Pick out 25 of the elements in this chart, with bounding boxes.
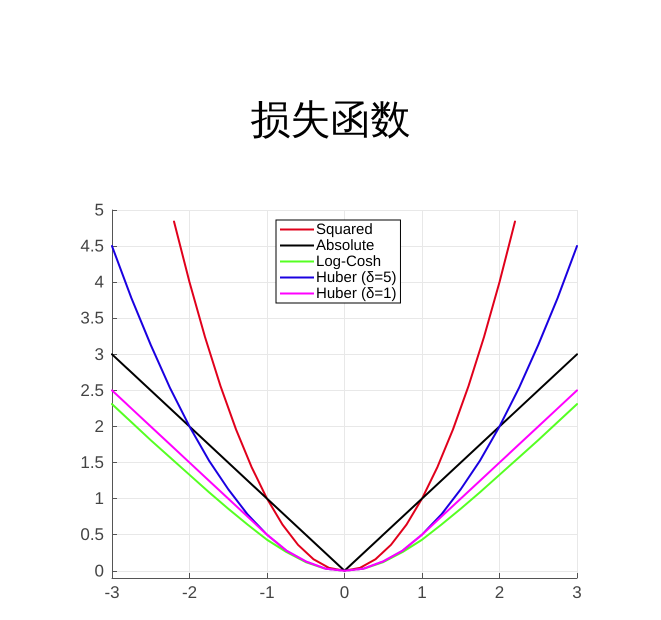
y-tick-label: 3 (94, 344, 104, 364)
chart-title: 损失函数 (250, 97, 410, 143)
legend-label: Absolute (316, 237, 374, 254)
legend-label: Huber (δ=1) (316, 285, 396, 302)
y-tick-label: 2.5 (80, 380, 104, 400)
y-tick-label: 4 (94, 272, 104, 292)
y-tick-label: 5 (94, 200, 104, 220)
x-tick-label: 1 (417, 583, 427, 602)
x-tick-label: 2 (494, 583, 504, 602)
y-tick-label: 2 (94, 416, 104, 436)
y-tick-label: 1.5 (80, 453, 104, 472)
y-tick-label: 3.5 (80, 308, 104, 328)
x-tick-label: -2 (182, 583, 198, 602)
x-tick-label: 3 (572, 583, 582, 602)
x-tick-label: -3 (104, 583, 120, 602)
x-tick-label: -1 (259, 583, 275, 602)
legend-label: Huber (δ=5) (316, 269, 396, 286)
y-tick-label: 0.5 (80, 525, 104, 544)
y-tick-label: 4.5 (80, 236, 104, 256)
line-series (173, 220, 516, 572)
x-tick-label: 0 (340, 583, 350, 602)
y-tick-label: 0 (94, 561, 104, 580)
legend-label: Log-Cosh (316, 253, 382, 270)
legend-label: Squared (316, 221, 373, 238)
y-tick-label: 1 (94, 489, 104, 508)
